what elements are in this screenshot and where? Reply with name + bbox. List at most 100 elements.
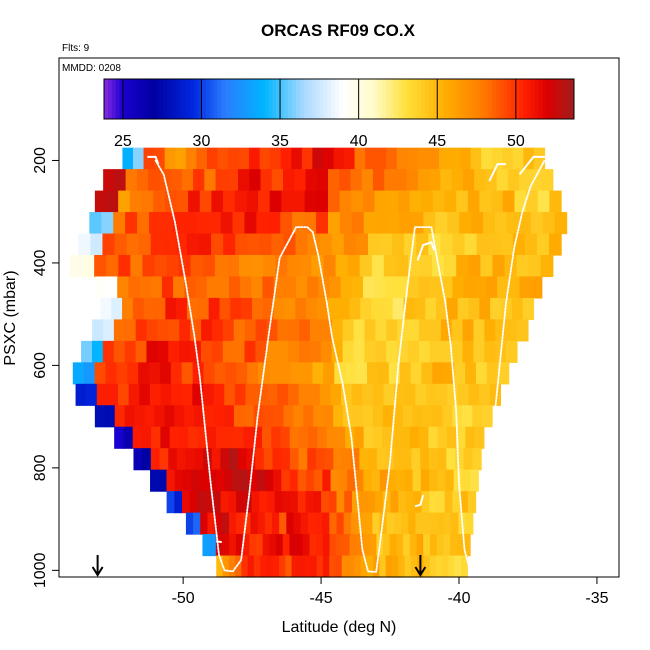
curtain-cell xyxy=(281,448,291,471)
curtain-cell xyxy=(354,555,362,578)
curtain-cell xyxy=(175,147,187,170)
curtain-cell xyxy=(251,491,260,514)
curtain-cell xyxy=(440,169,453,192)
curtain-cell xyxy=(196,147,208,170)
curtain-cell xyxy=(457,383,470,406)
curtain-cell xyxy=(468,297,480,320)
curtain-cell xyxy=(166,469,176,492)
curtain-cell xyxy=(258,190,271,213)
colorbar-swatch xyxy=(288,79,293,119)
curtain-cell xyxy=(350,512,359,535)
curtain-cell xyxy=(467,190,481,213)
curtain-cell xyxy=(461,469,471,492)
colorbar-swatch xyxy=(425,79,430,119)
curtain-cell xyxy=(279,512,287,535)
curtain-cell xyxy=(324,448,334,471)
curtain-cell xyxy=(264,469,274,492)
curtain-cell xyxy=(233,340,246,363)
curtain-cell xyxy=(282,491,291,514)
curtain-cell xyxy=(316,555,324,578)
curtain-cell xyxy=(150,469,159,492)
curtain-cell xyxy=(273,297,286,320)
curtain-cell xyxy=(223,405,235,428)
curtain-cell xyxy=(309,534,317,557)
curtain-cell xyxy=(243,405,255,428)
curtain-cell xyxy=(124,340,137,363)
curtain-cell xyxy=(191,469,200,492)
colorbar-swatch xyxy=(154,79,160,119)
curtain-cell xyxy=(420,254,433,278)
curtain-cell xyxy=(236,512,244,535)
curtain-cell xyxy=(347,254,361,278)
curtain-cell xyxy=(366,555,374,578)
curtain-cell xyxy=(435,212,448,235)
curtain-cell xyxy=(372,426,383,449)
curtain-cell xyxy=(195,276,208,299)
colorbar-swatch xyxy=(534,79,540,119)
colorbar-swatch xyxy=(523,79,528,119)
curtain-cell xyxy=(207,512,216,535)
curtain-cell xyxy=(144,405,156,428)
curtain-cell xyxy=(151,426,161,449)
curtain-cell xyxy=(113,319,126,342)
curtain-cell xyxy=(289,534,297,557)
curtain-cell xyxy=(185,512,194,535)
colorbar-swatch xyxy=(307,79,313,119)
colorbar-swatch xyxy=(429,79,434,119)
colorbar-swatch xyxy=(468,79,473,119)
curtain-cell xyxy=(304,212,317,235)
curtain-cell xyxy=(340,276,353,299)
curtain-cell xyxy=(126,233,140,256)
curtain-cell xyxy=(395,254,409,278)
curtain-cell xyxy=(411,212,425,235)
curtain-cell xyxy=(158,469,168,492)
curtain-cell xyxy=(402,448,413,471)
curtain-cell xyxy=(294,169,307,192)
curtain-cell xyxy=(342,319,355,342)
curtain-cell xyxy=(440,340,453,363)
colorbar-swatch xyxy=(284,79,289,119)
x-tick-label: -40 xyxy=(447,590,470,607)
curtain-cell xyxy=(211,319,224,342)
curtain-cell xyxy=(241,297,253,320)
curtain-cell xyxy=(273,276,286,299)
curtain-cell xyxy=(387,212,401,235)
curtain-cell xyxy=(116,362,128,385)
curtain-cell xyxy=(276,534,284,557)
curtain-cell xyxy=(464,233,478,256)
curtain-cell xyxy=(409,190,422,213)
curtain-cell xyxy=(364,340,376,363)
track-overlay-segment xyxy=(414,494,425,508)
curtain-cell xyxy=(331,340,344,363)
y-axis: 200 400 600 800 1000 xyxy=(32,147,59,588)
curtain-cell xyxy=(468,383,480,406)
curtain-cell xyxy=(117,276,129,299)
curtain-cell xyxy=(255,534,264,557)
curtain-cell xyxy=(199,469,209,492)
mmdd-annotation: MMDD: 0208 xyxy=(62,63,121,74)
curtain-cell xyxy=(404,233,417,256)
curtain-cell xyxy=(441,276,453,299)
curtain-cell xyxy=(133,147,145,170)
curtain-cell xyxy=(442,555,450,578)
colorbar-swatch xyxy=(229,79,234,119)
curtain-cell xyxy=(483,212,496,235)
curtain-cell xyxy=(408,319,420,342)
curtain-cell xyxy=(233,405,245,428)
curtain-cell xyxy=(143,297,156,320)
curtain-cell xyxy=(363,276,375,299)
curtain-cell xyxy=(78,233,91,256)
curtain-cell xyxy=(404,555,412,578)
colorbar-swatch xyxy=(511,79,516,119)
curtain-cell xyxy=(320,319,333,342)
curtain-cell xyxy=(127,362,139,385)
curtain-cell xyxy=(313,491,322,514)
track-overlay-segment xyxy=(488,163,506,182)
curtain-cell xyxy=(367,233,381,256)
curtain-cell xyxy=(463,534,471,557)
curtain-cell xyxy=(226,254,240,278)
curtain-cell xyxy=(379,512,388,535)
curtain-cell xyxy=(146,340,158,363)
curtain-cell xyxy=(355,233,369,256)
curtain-cell xyxy=(200,340,213,363)
